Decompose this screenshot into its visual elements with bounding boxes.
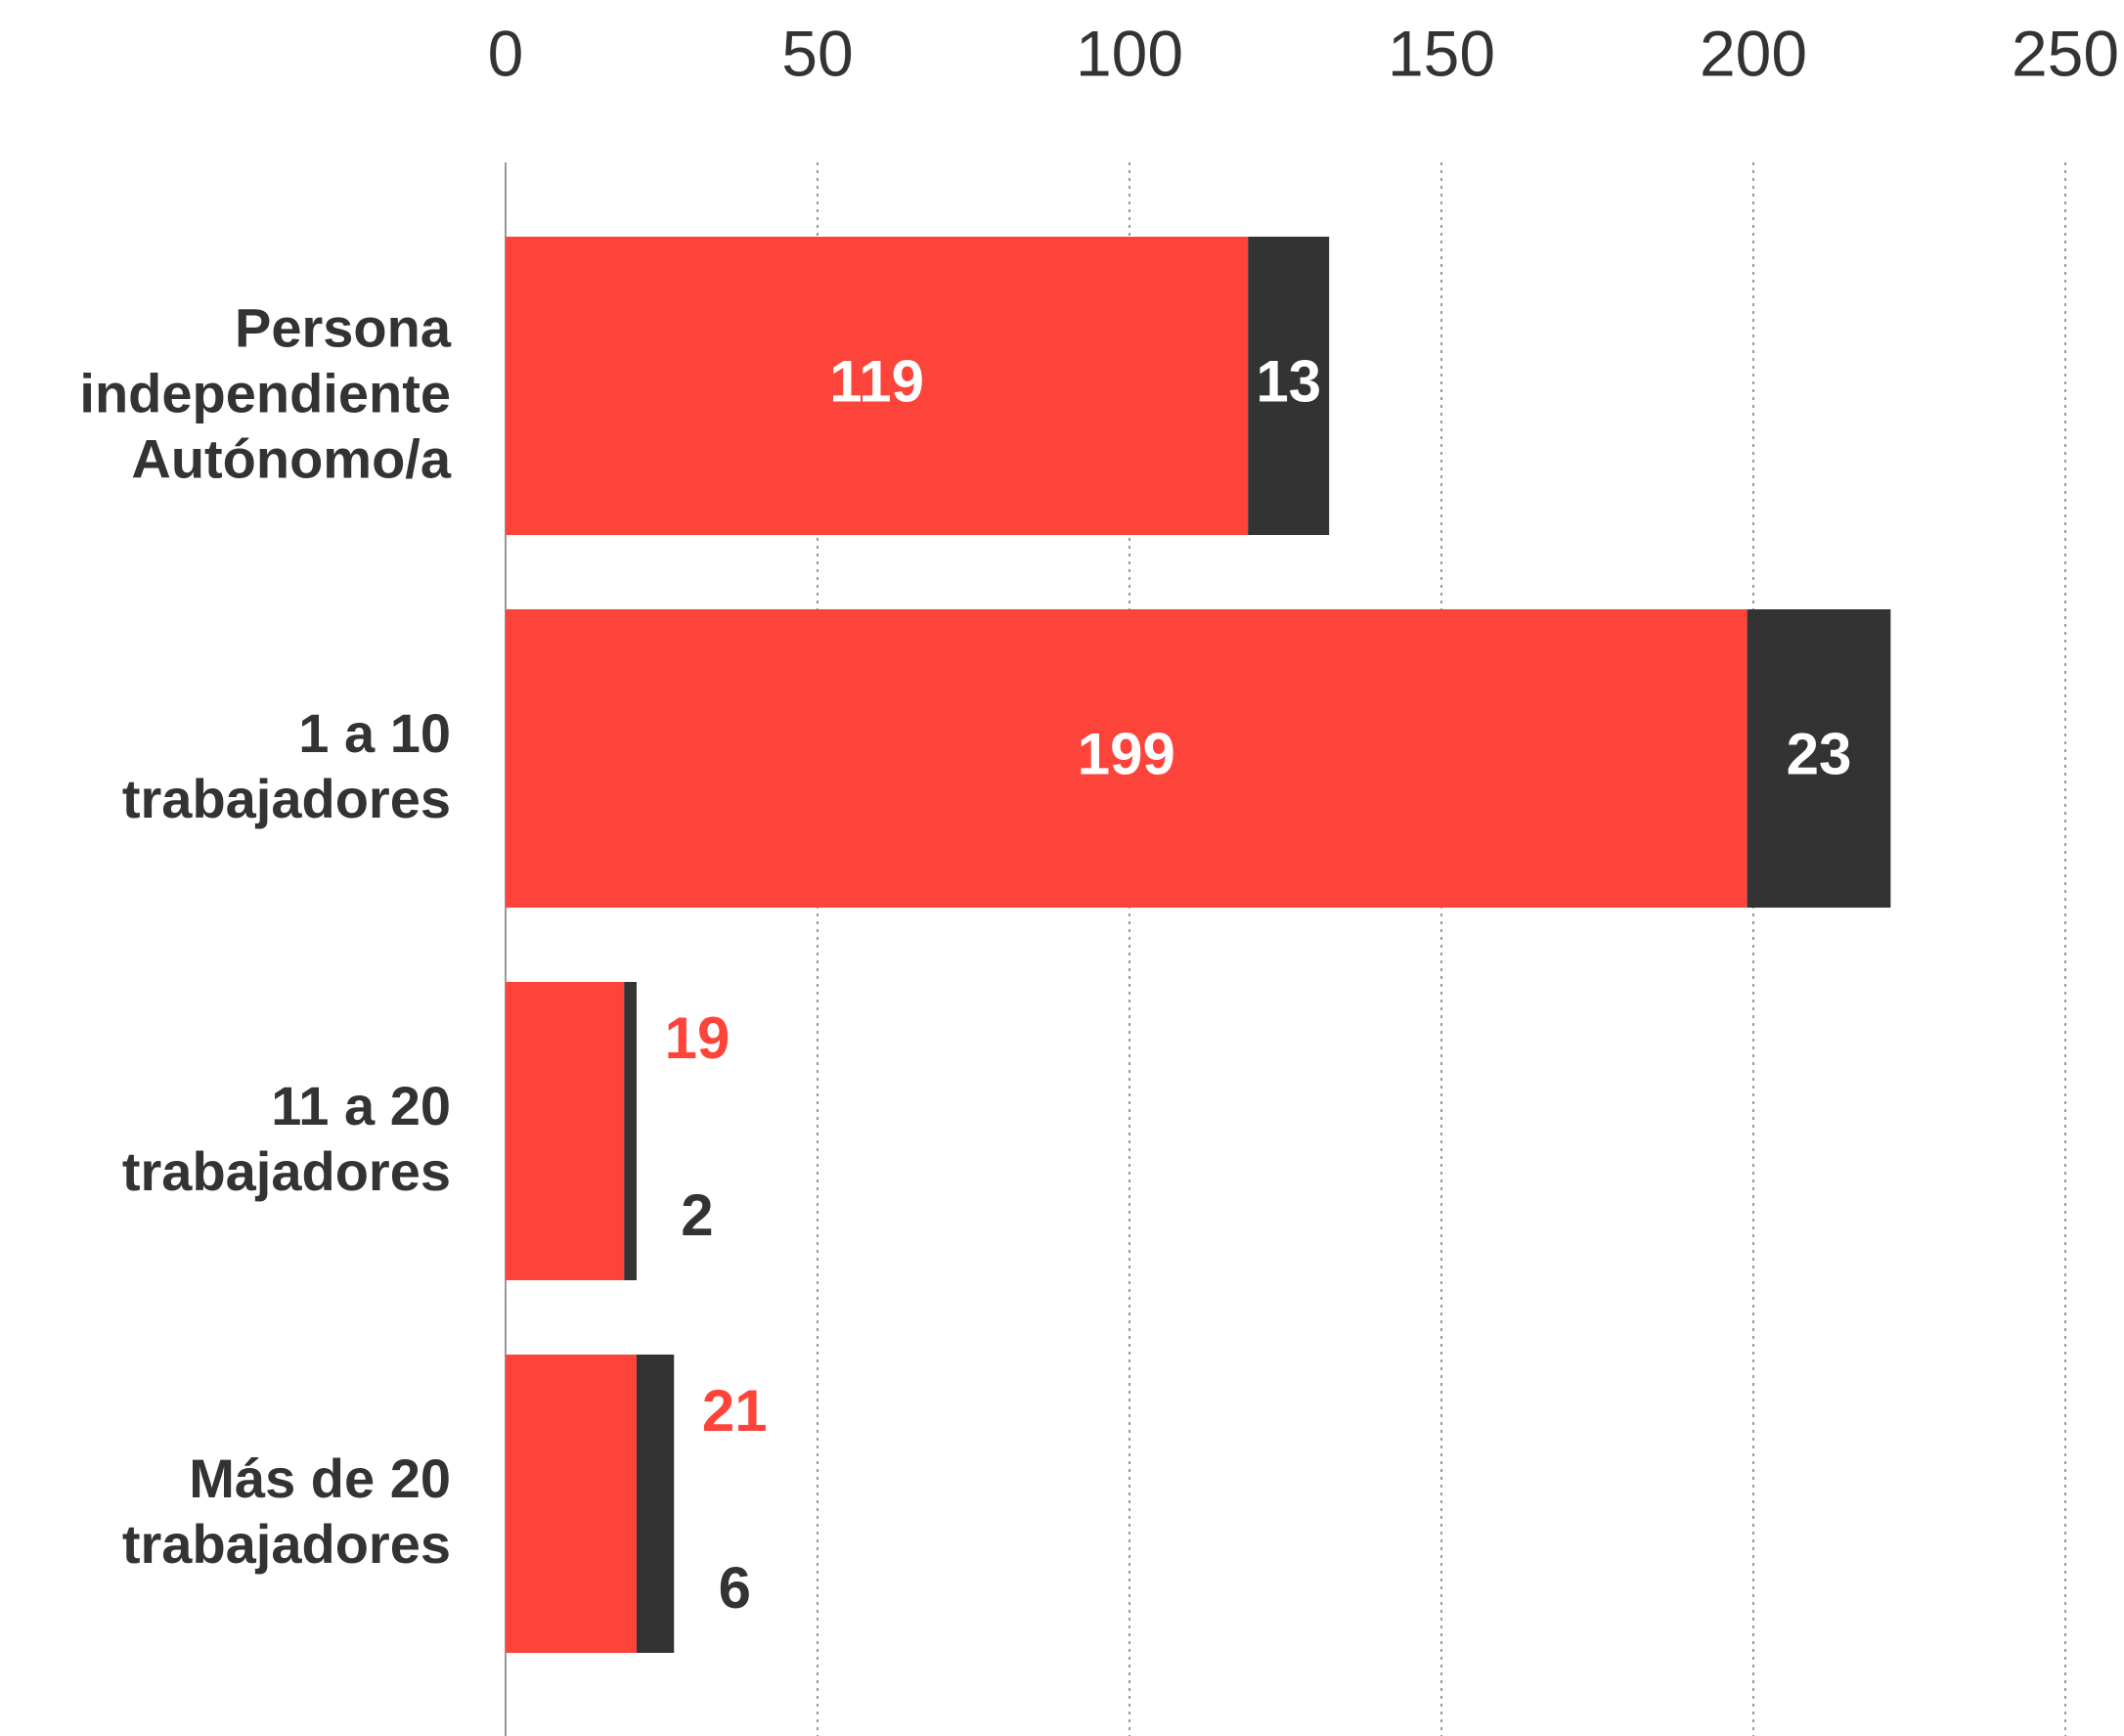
value-label: 23: [1787, 721, 1852, 786]
category-label: Persona: [235, 296, 452, 358]
x-tick-label: 0: [488, 17, 524, 89]
category-label: 1 a 10: [298, 702, 451, 764]
category-label: trabajadores: [122, 1513, 451, 1575]
bar-segment: [506, 1355, 637, 1653]
x-tick-label: 250: [2012, 17, 2119, 89]
x-tick-label: 100: [1076, 17, 1183, 89]
x-tick-label: 50: [781, 17, 853, 89]
value-label: 19: [665, 1005, 730, 1071]
category-label: Autónomo/a: [131, 427, 451, 489]
x-tick-label: 200: [1700, 17, 1807, 89]
bar-segment: [624, 982, 637, 1280]
bar-segment: [506, 609, 1748, 908]
bar-segment: [506, 237, 1249, 535]
category-label: 11 a 20: [271, 1075, 451, 1136]
value-label: 2: [681, 1182, 713, 1248]
category-label: independiente: [79, 362, 451, 423]
value-label: 6: [719, 1555, 751, 1621]
category-label: Más de 20: [189, 1447, 451, 1509]
value-label: 119: [829, 348, 924, 414]
value-label: 199: [1078, 721, 1175, 786]
category-label: trabajadores: [122, 1140, 451, 1202]
bar-segment: [636, 1355, 675, 1653]
x-tick-label: 150: [1388, 17, 1495, 89]
bar-segment: [506, 982, 625, 1280]
value-label: 21: [702, 1378, 768, 1444]
category-label: trabajadores: [122, 768, 451, 829]
bar-segment: [1248, 237, 1330, 535]
value-label: 13: [1256, 348, 1321, 414]
bar-segment: [1747, 609, 1891, 908]
